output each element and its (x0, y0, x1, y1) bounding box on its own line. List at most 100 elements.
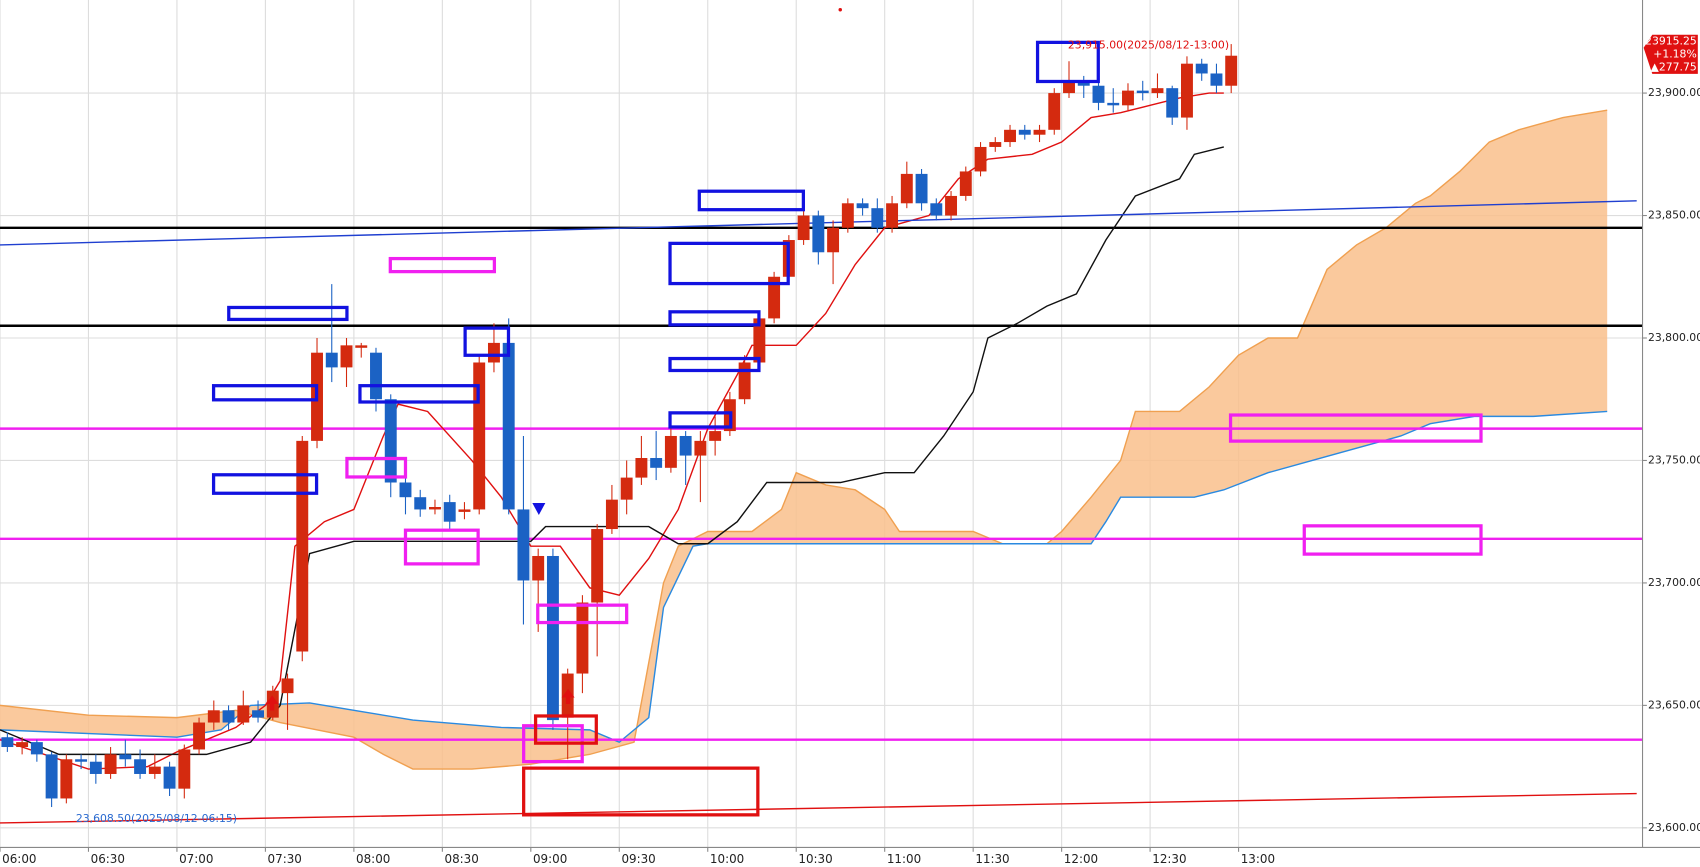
x-tick-label: 06:30 (91, 852, 125, 866)
box (668, 411, 733, 429)
candle-body (915, 173, 928, 204)
y-tick-label: 23,750.00 (1648, 453, 1700, 466)
x-tick-label: 09:30 (621, 852, 655, 866)
price-badge: 23915.25 +1.18% ▲277.75 (1643, 34, 1698, 74)
candle-body (399, 482, 412, 498)
candle-body (974, 146, 987, 172)
candle-body (1195, 63, 1208, 74)
x-tick-label: 08:00 (356, 852, 390, 866)
candle-body (414, 497, 427, 510)
candle-body (989, 142, 1002, 147)
candle-body (605, 499, 618, 530)
candle-body (546, 555, 559, 721)
candle-body (1092, 85, 1105, 103)
candle-body (237, 705, 250, 723)
candle-body (768, 276, 781, 319)
candle-body (1, 737, 14, 748)
box (345, 456, 408, 479)
candle-body (945, 195, 958, 216)
candle-body (1151, 88, 1164, 94)
x-tick-label: 10:00 (710, 852, 744, 866)
indicator-line (0, 92, 1224, 770)
candle-body (1225, 55, 1238, 86)
candle-body (458, 509, 471, 512)
candle-body (1166, 88, 1179, 118)
indicator-line (0, 792, 1637, 824)
candle-body (1077, 80, 1090, 86)
candle-body (104, 754, 117, 774)
box (211, 473, 319, 495)
candle-body (679, 435, 692, 456)
x-tick-label: 06:00 (2, 852, 36, 866)
candle-body (207, 710, 220, 723)
candle-body (900, 173, 913, 204)
change-pts: ▲277.75 (1650, 60, 1696, 73)
candle-body (370, 352, 382, 400)
candle-body (1210, 73, 1223, 86)
box (227, 305, 349, 322)
candle-body (296, 440, 309, 652)
candle-body (384, 399, 397, 483)
x-tick-label: 07:00 (179, 852, 213, 866)
signal-arrow (561, 688, 575, 705)
candle-body (134, 759, 147, 774)
last-price: 23915.25 (1645, 34, 1697, 47)
box (697, 189, 806, 212)
low-note: 23,608.50(2025/08/12-06:15) (76, 812, 237, 825)
candle-body (1181, 63, 1193, 118)
candle-body (16, 742, 29, 748)
candle-body (827, 227, 840, 253)
candle-body (30, 742, 43, 755)
box (463, 326, 511, 357)
x-tick-label: 13:00 (1241, 852, 1275, 866)
candle-body (532, 555, 545, 581)
candle-body (517, 509, 530, 581)
candle-body (340, 345, 353, 368)
badge-shape (1643, 34, 1698, 74)
x-tick-label: 08:30 (445, 852, 479, 866)
candle-body (1018, 129, 1031, 135)
box (403, 528, 480, 566)
x-tick-label: 11:00 (887, 852, 921, 866)
candle-body (841, 203, 854, 228)
candle-body (576, 602, 589, 674)
candle-body (620, 477, 633, 500)
y-tick-label: 23,800.00 (1648, 331, 1700, 344)
candle-body (119, 754, 132, 760)
box (668, 310, 761, 327)
candle-body (443, 502, 456, 522)
candle-body (1107, 102, 1120, 106)
candle-body (502, 342, 515, 510)
drawn-boxes (211, 8, 1483, 817)
candle-body (930, 203, 943, 216)
cloud-span (0, 410, 1608, 743)
candle-body (1136, 90, 1149, 94)
box (1035, 40, 1100, 84)
candle-body (709, 431, 722, 441)
signal-arrow (532, 503, 546, 515)
candle-body (75, 759, 88, 762)
box (522, 766, 760, 817)
box (1302, 524, 1483, 556)
candle-body (738, 362, 751, 400)
box (533, 714, 598, 745)
candle-body (1122, 90, 1134, 106)
candle-body (886, 203, 899, 228)
candle-body (325, 352, 338, 368)
box (668, 356, 761, 373)
candle-body (281, 678, 294, 694)
candle-body (1033, 129, 1046, 135)
candle-body (635, 458, 648, 478)
candle-body (856, 203, 869, 209)
change-pct: +1.18% (1653, 47, 1697, 60)
box (211, 384, 319, 402)
candle-body (1048, 93, 1061, 130)
candle-body (89, 761, 102, 774)
candle-body (1063, 80, 1075, 94)
box (1228, 413, 1483, 443)
high-note: 23,915.00(2025/08/12-13:00) (1068, 39, 1229, 52)
y-tick-label: 23,850.00 (1648, 209, 1700, 222)
candle-body (797, 215, 810, 241)
